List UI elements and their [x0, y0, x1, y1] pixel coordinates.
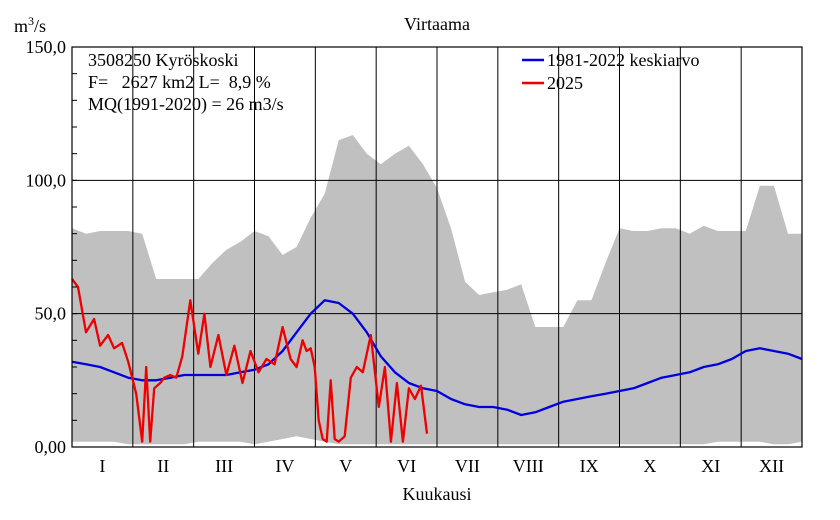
- legend-label-mean: 1981-2022 keskiarvo: [547, 50, 699, 70]
- month-label: IV: [275, 456, 294, 476]
- series-line-current: [71, 278, 429, 443]
- legend: 1981-2022 keskiarvo 2025: [522, 50, 699, 93]
- month-label: XII: [759, 456, 784, 476]
- month-label: X: [643, 456, 656, 476]
- y-tick-label: 0,00: [35, 437, 67, 457]
- month-label: VIII: [513, 456, 544, 476]
- month-label: III: [215, 456, 233, 476]
- y-tick-label: 50,0: [35, 304, 67, 324]
- y-tick-layer: 0,00 50,0 100,0 150,0: [26, 37, 77, 457]
- station-info: 3508250 Kyröskoski F= 2627 km2 L= 8,9 % …: [88, 50, 284, 115]
- month-label: II: [157, 456, 169, 476]
- series-line-mean: [71, 299, 803, 417]
- y-axis-label-suffix: /s: [34, 16, 46, 36]
- station-info-line-3: MQ(1991-2020) = 26 m3/s: [88, 94, 284, 115]
- month-label: VII: [455, 456, 480, 476]
- month-label: V: [339, 456, 352, 476]
- y-axis-label-sup: 3: [28, 14, 34, 28]
- station-info-line-2: F= 2627 km2 L= 8,9 %: [88, 72, 271, 92]
- month-label: I: [99, 456, 105, 476]
- plot-frame: [71, 46, 803, 448]
- legend-label-current: 2025: [547, 73, 583, 93]
- x-axis-label: Kuukausi: [403, 484, 472, 504]
- y-tick-label: 150,0: [26, 37, 67, 57]
- y-tick-label: 100,0: [26, 170, 67, 190]
- month-label: VI: [397, 456, 416, 476]
- y-axis-label-base: m: [14, 16, 28, 36]
- month-label: XI: [701, 456, 720, 476]
- chart-title: Virtaama: [404, 14, 470, 34]
- station-info-line-1: 3508250 Kyröskoski: [88, 50, 239, 70]
- month-label: IX: [580, 456, 599, 476]
- month-label-layer: I II III IV V VI VII VIII IX X XI XII: [99, 456, 784, 476]
- series-layer: [71, 278, 803, 443]
- y-axis-label: m3/s: [14, 14, 46, 36]
